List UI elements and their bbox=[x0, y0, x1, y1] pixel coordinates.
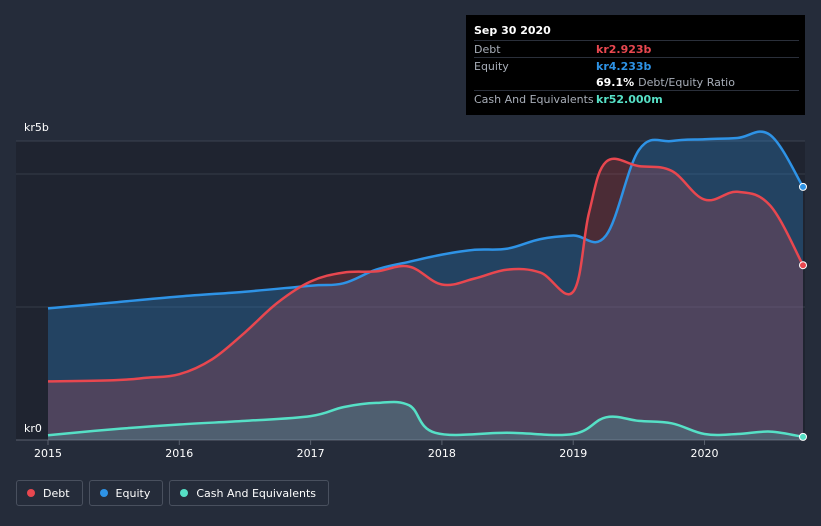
debt-dot-icon bbox=[27, 489, 35, 497]
legend-label-debt: Debt bbox=[43, 486, 70, 500]
x-tick-label-2017: 2017 bbox=[297, 447, 325, 460]
plot-background bbox=[16, 141, 805, 440]
tooltip: Sep 30 2020 Debt kr2.923b Equity kr4.233… bbox=[466, 15, 805, 115]
legend-item-equity[interactable]: Equity bbox=[88, 480, 164, 506]
legend-item-debt[interactable]: Debt bbox=[16, 480, 83, 506]
legend: Debt Equity Cash And Equivalents bbox=[16, 480, 329, 506]
tooltip-ratio-group: 69.1% Debt/Equity Ratio bbox=[596, 76, 735, 89]
legend-item-cash[interactable]: Cash And Equivalents bbox=[169, 480, 329, 506]
cash-dot-icon bbox=[180, 489, 189, 497]
tooltip-equity-label: Equity bbox=[474, 60, 509, 73]
end-marker-equity[interactable] bbox=[799, 182, 807, 191]
end-marker-cash-and-equivalents[interactable] bbox=[799, 432, 807, 441]
tooltip-row-ratio: 69.1% Debt/Equity Ratio bbox=[474, 74, 799, 90]
tooltip-cash-label: Cash And Equivalents bbox=[474, 93, 594, 106]
area-debt bbox=[48, 158, 803, 441]
x-tick-label-2018: 2018 bbox=[428, 447, 456, 460]
x-tick-label-2016: 2016 bbox=[165, 447, 193, 460]
tooltip-ratio-value: 69.1% bbox=[596, 76, 635, 89]
x-tick-label-2019: 2019 bbox=[559, 447, 587, 460]
line-debt bbox=[47, 157, 805, 383]
tooltip-equity-value: kr4.233b bbox=[596, 60, 652, 73]
tooltip-row-debt: Debt kr2.923b bbox=[474, 40, 799, 57]
tooltip-debt-label: Debt bbox=[474, 43, 501, 56]
x-tick-label-2015: 2015 bbox=[34, 447, 62, 460]
tooltip-row-cash: Cash And Equivalents kr52.000m bbox=[474, 90, 799, 107]
y-tick-label-bottom: kr0 bbox=[24, 422, 42, 435]
legend-label-cash: Cash And Equivalents bbox=[196, 486, 316, 500]
tooltip-cash-value: kr52.000m bbox=[596, 93, 663, 106]
equity-dot-icon bbox=[99, 489, 108, 497]
tooltip-date: Sep 30 2020 bbox=[474, 24, 551, 37]
tooltip-debt-value: kr2.923b bbox=[596, 43, 652, 56]
area-equity bbox=[48, 131, 803, 440]
tooltip-ratio-label: Debt/Equity Ratio bbox=[638, 76, 735, 89]
y-tick-label-top: kr5b bbox=[24, 121, 49, 134]
legend-label-equity: Equity bbox=[115, 486, 151, 500]
line-cash-and-equivalents bbox=[47, 400, 804, 439]
line-equity bbox=[47, 130, 805, 310]
x-tick-label-2020: 2020 bbox=[691, 447, 719, 460]
area-cash-and-equivalents bbox=[48, 401, 803, 440]
tooltip-row-equity: Equity kr4.233b bbox=[474, 57, 799, 74]
end-marker-debt[interactable] bbox=[799, 261, 807, 270]
